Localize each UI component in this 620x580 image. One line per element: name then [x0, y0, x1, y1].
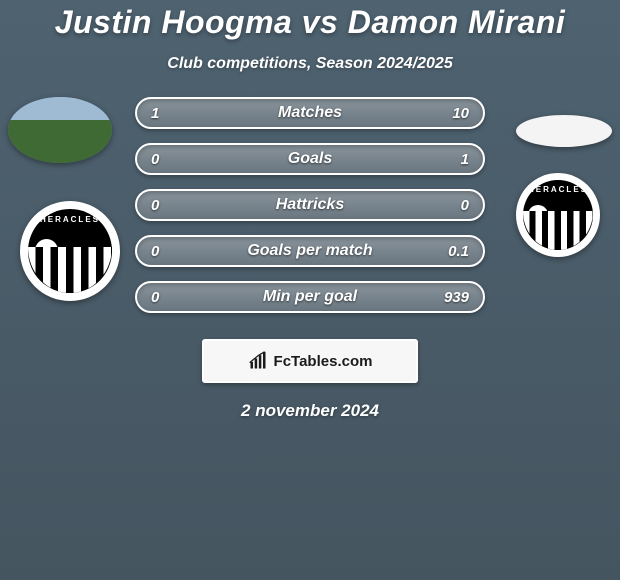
comparison-card: Justin Hoogma vs Damon Mirani Club compe… [0, 0, 620, 580]
stats-list: 1 Matches 10 0 Goals 1 0 Hattricks 0 0 G… [135, 97, 485, 313]
stat-right-value: 939 [444, 289, 469, 306]
club-badge-left: HERACLES [20, 201, 120, 301]
stat-label: Min per goal [137, 288, 483, 306]
stat-left-value: 0 [151, 151, 159, 168]
stat-left-value: 0 [151, 197, 159, 214]
club-badge-right: HERACLES [516, 173, 600, 257]
stat-label: Hattricks [137, 196, 483, 214]
content-area: HERACLES HERACLES 1 Matches 10 0 Goals 1 [0, 97, 620, 421]
chart-icon [248, 351, 268, 371]
stat-row: 1 Matches 10 [135, 97, 485, 129]
stat-label: Matches [137, 104, 483, 122]
brand-text: FcTables.com [274, 353, 373, 370]
snapshot-date: 2 november 2024 [0, 401, 620, 421]
source-logo: FcTables.com [202, 339, 418, 383]
stat-label: Goals per match [137, 242, 483, 260]
stat-left-value: 1 [151, 105, 159, 122]
player-photo-left [8, 97, 112, 163]
stat-row: 0 Goals 1 [135, 143, 485, 175]
stat-right-value: 0 [461, 197, 469, 214]
club-name-right: HERACLES [528, 185, 588, 194]
stat-left-value: 0 [151, 289, 159, 306]
stat-row: 0 Hattricks 0 [135, 189, 485, 221]
stat-right-value: 10 [452, 105, 469, 122]
club-name-left: HERACLES [40, 215, 100, 224]
stat-row: 0 Goals per match 0.1 [135, 235, 485, 267]
player-photo-right [516, 115, 612, 147]
stat-row: 0 Min per goal 939 [135, 281, 485, 313]
stat-right-value: 0.1 [448, 243, 469, 260]
subtitle: Club competitions, Season 2024/2025 [0, 55, 620, 73]
stat-left-value: 0 [151, 243, 159, 260]
stat-right-value: 1 [461, 151, 469, 168]
stat-label: Goals [137, 150, 483, 168]
page-title: Justin Hoogma vs Damon Mirani [0, 4, 620, 41]
